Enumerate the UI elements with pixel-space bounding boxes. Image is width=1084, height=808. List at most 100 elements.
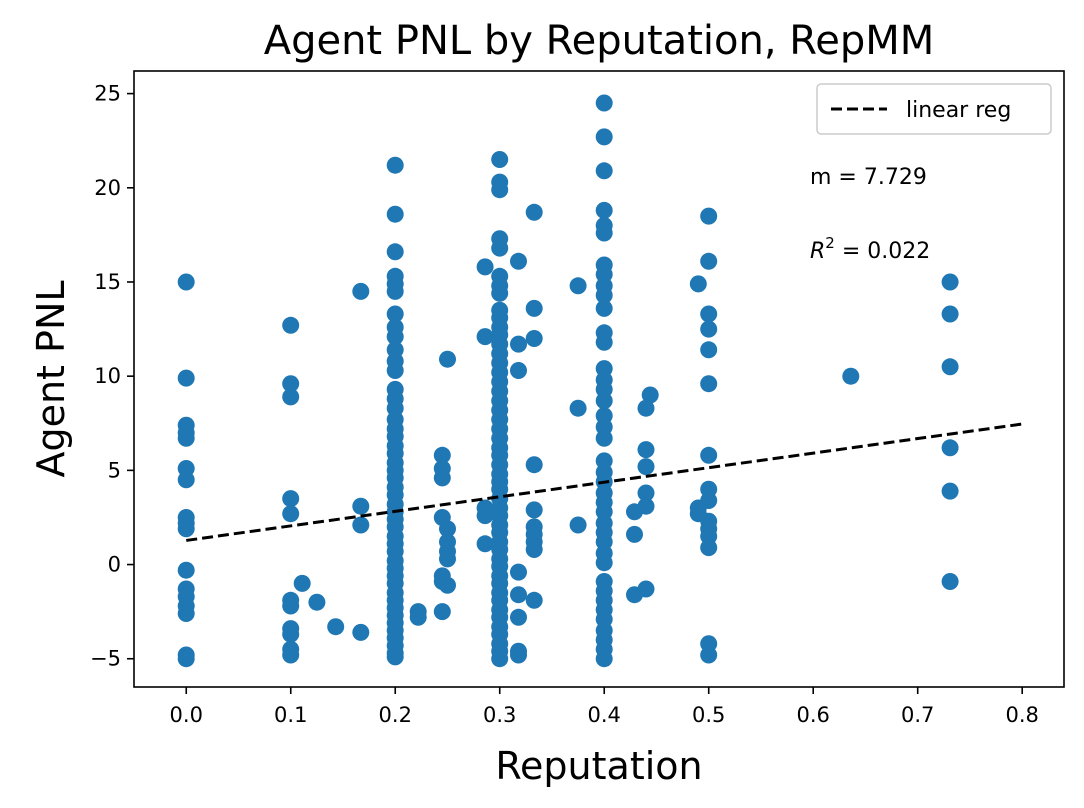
- y-axis-ticks: −5 0 5 10 15 20 25: [90, 82, 134, 671]
- data-point: [491, 181, 509, 199]
- x-tick-label: 0.0: [170, 703, 203, 727]
- data-point: [595, 392, 613, 410]
- y-tick-label: 0: [108, 553, 121, 577]
- data-point: [282, 505, 300, 523]
- data-point: [491, 650, 509, 668]
- data-point: [476, 258, 494, 276]
- data-point: [386, 282, 404, 300]
- data-point: [293, 574, 311, 592]
- y-tick-label: 15: [94, 270, 121, 294]
- data-point: [386, 243, 404, 261]
- x-tick-label: 0.3: [483, 703, 516, 727]
- data-point: [352, 497, 370, 515]
- data-point: [700, 341, 718, 359]
- data-point: [637, 484, 655, 502]
- data-point: [282, 597, 300, 615]
- data-point: [352, 623, 370, 641]
- data-point: [941, 482, 959, 500]
- data-point: [386, 362, 404, 379]
- y-axis-label: Agent PNL: [29, 280, 73, 477]
- x-tick-label: 0.5: [692, 703, 725, 727]
- data-point: [177, 273, 195, 291]
- data-point: [700, 446, 718, 464]
- data-point: [569, 399, 587, 417]
- data-point: [626, 525, 643, 543]
- data-point: [637, 399, 655, 417]
- data-point: [941, 305, 959, 323]
- y-tick-label: 10: [94, 364, 121, 388]
- regression-line: [186, 422, 1023, 542]
- data-point: [510, 252, 527, 270]
- r-squared-exponent: 2: [825, 234, 835, 252]
- data-point: [700, 492, 718, 509]
- legend: linear reg: [816, 83, 1052, 135]
- data-point: [700, 646, 718, 664]
- data-point: [282, 375, 300, 393]
- data-point: [525, 456, 543, 474]
- data-point: [525, 330, 543, 347]
- data-point: [525, 501, 543, 519]
- data-point: [433, 469, 451, 487]
- data-point: [177, 520, 195, 538]
- data-point: [595, 162, 613, 180]
- data-point: [595, 429, 613, 447]
- data-point: [177, 561, 195, 579]
- data-point: [595, 333, 613, 351]
- plot-frame: [133, 70, 1065, 688]
- x-tick-label: 0.1: [274, 703, 307, 727]
- data-point: [386, 648, 404, 666]
- data-point: [700, 305, 718, 323]
- data-point: [595, 554, 613, 572]
- data-point: [842, 367, 860, 385]
- chart-title: Agent PNL by Reputation, RepMM: [264, 18, 935, 64]
- data-point: [700, 207, 718, 225]
- r-squared-symbol: R: [810, 239, 825, 264]
- legend-label: linear reg: [906, 98, 1011, 123]
- data-point: [433, 509, 451, 526]
- data-point: [595, 128, 613, 146]
- data-point: [525, 541, 543, 558]
- data-point: [177, 605, 195, 622]
- data-point: [700, 375, 718, 393]
- data-point: [510, 586, 527, 604]
- x-axis-ticks: 0.0 0.1 0.2 0.3 0.4 0.5 0.6 0.7 0.8: [170, 687, 1039, 727]
- data-point: [386, 305, 404, 323]
- x-tick-label: 0.4: [588, 703, 621, 727]
- data-point: [491, 239, 509, 257]
- data-point: [433, 446, 451, 464]
- data-point: [510, 646, 527, 664]
- data-point: [595, 224, 613, 242]
- data-point: [433, 603, 451, 621]
- data-point: [308, 593, 326, 611]
- y-tick-label: 5: [108, 458, 121, 482]
- x-tick-label: 0.8: [1005, 703, 1038, 727]
- data-point: [476, 535, 494, 553]
- data-point: [569, 516, 587, 534]
- data-point: [525, 299, 543, 317]
- data-point: [177, 471, 195, 489]
- data-point: [700, 320, 718, 338]
- data-point: [491, 284, 509, 302]
- data-point: [595, 201, 613, 219]
- data-point: [525, 203, 543, 221]
- data-point: [569, 277, 587, 295]
- data-point: [641, 386, 659, 404]
- y-tick-label: 25: [94, 82, 121, 106]
- data-point: [595, 299, 613, 317]
- regression-line-layer: [186, 422, 1023, 542]
- data-point: [510, 563, 527, 581]
- data-point: [386, 156, 404, 174]
- scatter-points: [177, 94, 959, 668]
- data-point: [282, 646, 300, 664]
- data-point: [476, 328, 494, 346]
- data-point: [941, 358, 959, 376]
- data-point: [327, 618, 345, 636]
- data-point: [510, 335, 527, 353]
- data-point: [177, 429, 195, 447]
- y-tick-label: −5: [90, 647, 121, 671]
- data-point: [525, 591, 543, 609]
- data-point: [177, 650, 195, 668]
- r-squared-annotation: R2 = 0.022: [810, 234, 930, 264]
- data-point: [637, 497, 655, 515]
- data-point: [595, 286, 613, 304]
